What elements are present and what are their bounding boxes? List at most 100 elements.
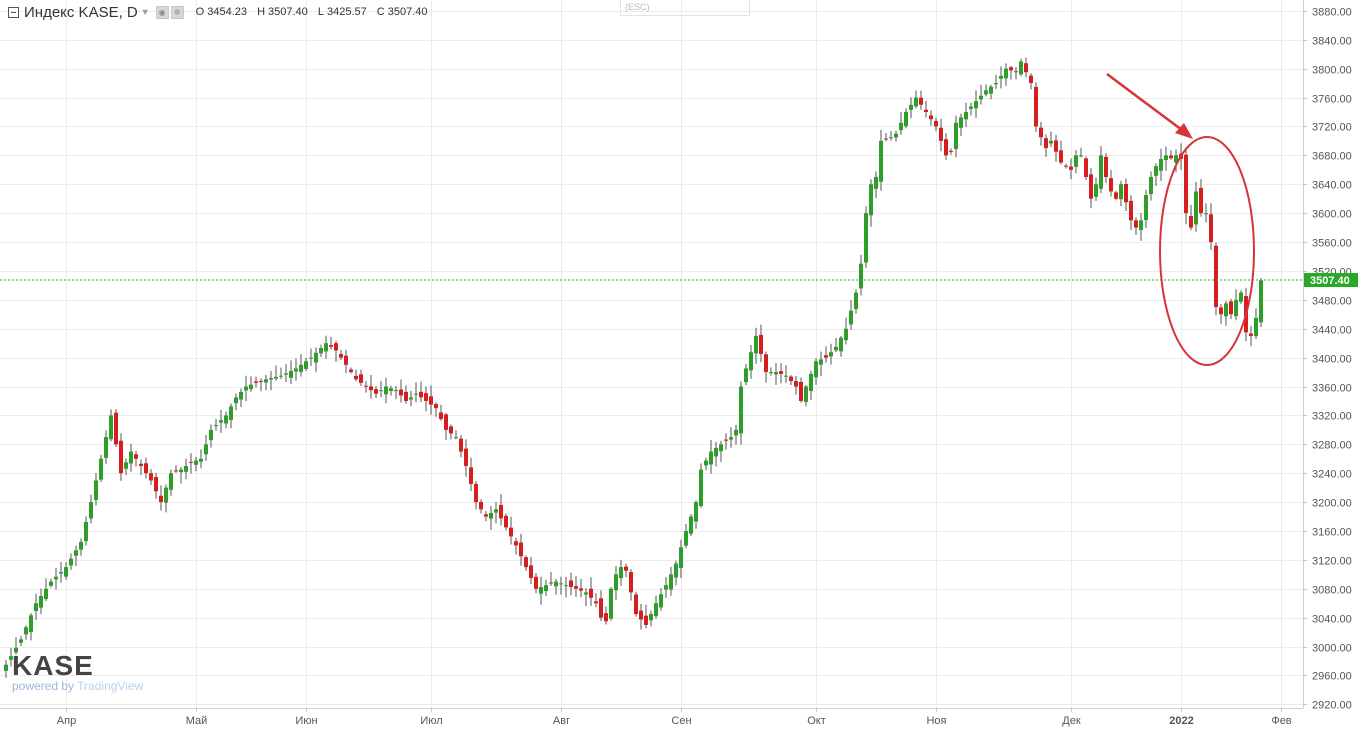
candle-body bbox=[534, 576, 538, 589]
candle-body bbox=[1059, 150, 1063, 163]
candle-body bbox=[1069, 166, 1073, 170]
candle-body bbox=[1229, 301, 1233, 315]
candle-body bbox=[274, 376, 278, 379]
candle-body bbox=[349, 369, 353, 373]
candle-body bbox=[619, 567, 623, 579]
current-price-marker: 3507.40 bbox=[0, 273, 1358, 288]
candle-body bbox=[579, 588, 583, 591]
gear-icon[interactable]: ✲ bbox=[170, 5, 184, 19]
candle-body bbox=[999, 75, 1003, 79]
candle-body bbox=[164, 487, 168, 503]
candle-body bbox=[409, 397, 413, 400]
candle-body bbox=[9, 656, 13, 660]
candle-body bbox=[654, 603, 658, 617]
candle-body bbox=[789, 376, 793, 382]
logo-kase: KASE bbox=[12, 650, 94, 681]
x-axis: Апр Май Июн Июл Авг Сен Окт Ноя Дек 2022 Фев bbox=[57, 708, 1292, 727]
y-tick-label: 3720.00 bbox=[1312, 122, 1352, 134]
candle-body bbox=[139, 463, 143, 466]
candle-body bbox=[814, 361, 818, 378]
candle-body bbox=[799, 381, 803, 401]
y-tick-label: 3000.00 bbox=[1312, 643, 1352, 655]
candle-body bbox=[1079, 155, 1083, 157]
candle-body bbox=[289, 370, 293, 378]
candle-body bbox=[964, 111, 968, 120]
close-value: 3507.40 bbox=[387, 6, 428, 18]
powered-by: powered by TradingView bbox=[12, 679, 143, 693]
candle-body bbox=[1159, 158, 1163, 171]
y-tick-label: 3480.00 bbox=[1312, 296, 1352, 308]
candle-body bbox=[254, 381, 258, 383]
candle-body bbox=[759, 334, 763, 354]
annotations bbox=[1106, 72, 1255, 366]
y-tick-label: 3840.00 bbox=[1312, 36, 1352, 48]
candle-body bbox=[794, 381, 798, 387]
candle-body bbox=[489, 512, 493, 519]
y-tick-label: 3800.00 bbox=[1312, 65, 1352, 77]
candle-body bbox=[644, 615, 648, 625]
candle-body bbox=[1204, 213, 1208, 215]
candle-body bbox=[854, 292, 858, 310]
candle-body bbox=[549, 582, 553, 584]
candle-body bbox=[944, 139, 948, 156]
candle-body bbox=[949, 150, 953, 152]
y-tick-label: 3560.00 bbox=[1312, 238, 1352, 250]
candle-body bbox=[1019, 61, 1023, 75]
chevron-down-icon[interactable]: ▼ bbox=[140, 7, 150, 17]
candle-body bbox=[784, 375, 788, 377]
candle-body bbox=[719, 444, 723, 452]
candle-body bbox=[394, 390, 398, 392]
y-tick-label: 3160.00 bbox=[1312, 527, 1352, 539]
candle-body bbox=[484, 514, 488, 517]
open-value: 3454.23 bbox=[207, 6, 247, 18]
candle-body bbox=[404, 391, 408, 401]
x-tick-label: 2022 bbox=[1169, 715, 1193, 727]
y-tick-label: 3320.00 bbox=[1312, 411, 1352, 423]
annotation-ellipse bbox=[1159, 136, 1255, 366]
powered-label: powered by bbox=[12, 679, 75, 693]
candle-body bbox=[1049, 140, 1053, 144]
candle-body bbox=[1119, 184, 1123, 200]
high-value: 3507.40 bbox=[268, 6, 308, 18]
candle-body bbox=[284, 373, 288, 375]
candle-body bbox=[1009, 67, 1013, 71]
candle-body bbox=[524, 557, 528, 568]
y-tick-label: 3080.00 bbox=[1312, 585, 1352, 597]
candle-body bbox=[684, 531, 688, 546]
candle-body bbox=[604, 613, 608, 622]
candle-body bbox=[734, 429, 738, 436]
candle-body bbox=[1099, 155, 1103, 189]
candle-body bbox=[679, 547, 683, 568]
annotation-arrow-head bbox=[1175, 123, 1193, 139]
y-tick-label: 3760.00 bbox=[1312, 94, 1352, 106]
candle-body bbox=[974, 101, 978, 109]
collapse-icon[interactable] bbox=[8, 6, 19, 18]
esc-hint[interactable]: (ESC) bbox=[620, 0, 750, 16]
candle-body bbox=[1109, 178, 1113, 192]
candle-body bbox=[504, 515, 508, 528]
candle-body bbox=[1249, 333, 1253, 336]
candle-body bbox=[1234, 299, 1238, 317]
y-tick-label: 2960.00 bbox=[1312, 671, 1352, 683]
eye-icon[interactable]: ◉ bbox=[155, 5, 169, 19]
chart-header: Индекс KASE, D ▼ ◉ ✲ O 3454.23 H 3507.40 L… bbox=[0, 0, 435, 24]
symbol-title[interactable]: Индекс KASE, D bbox=[24, 3, 138, 21]
candle-body bbox=[699, 469, 703, 507]
candle-body bbox=[364, 385, 368, 387]
candle-body bbox=[739, 386, 743, 434]
candle-body bbox=[1084, 158, 1088, 177]
x-tick-label: Июл bbox=[420, 715, 442, 727]
low-value: 3425.57 bbox=[326, 6, 367, 18]
candle-body bbox=[84, 521, 88, 542]
candle-body bbox=[4, 664, 8, 671]
candle-body bbox=[564, 585, 568, 587]
candle-body bbox=[1219, 307, 1223, 315]
candle-body bbox=[589, 588, 593, 598]
candle-body bbox=[934, 120, 938, 127]
candle-body bbox=[169, 473, 173, 490]
x-tick-label: Май bbox=[186, 715, 208, 727]
candle-body bbox=[464, 448, 468, 466]
candle-body bbox=[24, 627, 28, 635]
brand-logo[interactable]: KASE powered by TradingView bbox=[12, 650, 143, 694]
